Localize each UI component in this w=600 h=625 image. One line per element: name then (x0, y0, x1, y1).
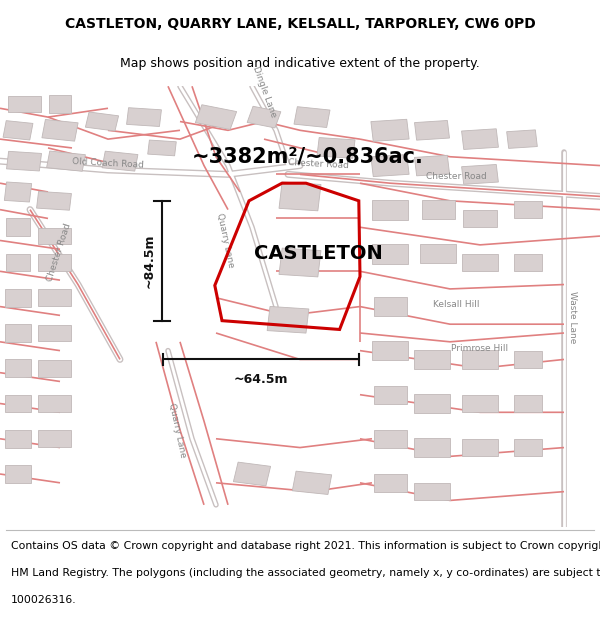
Bar (462, 350, 498, 369)
Text: ~64.5m: ~64.5m (234, 372, 288, 386)
Bar (374, 298, 407, 316)
Text: 100026316.: 100026316. (11, 594, 76, 604)
Text: Primrose Hill: Primrose Hill (451, 344, 509, 352)
Bar (374, 386, 407, 404)
Bar (421, 201, 455, 219)
Bar (279, 182, 321, 211)
Bar (148, 140, 176, 156)
Text: HM Land Registry. The polygons (including the associated geometry, namely x, y c: HM Land Registry. The polygons (includin… (11, 568, 600, 578)
Text: Waste Lane: Waste Lane (569, 291, 577, 344)
Bar (514, 254, 542, 271)
Bar (462, 254, 498, 271)
Bar (279, 248, 321, 277)
Bar (5, 359, 31, 377)
Bar (292, 471, 332, 494)
Bar (514, 201, 542, 218)
Bar (506, 130, 538, 148)
Bar (374, 430, 407, 447)
Text: Dingle Lane: Dingle Lane (251, 65, 277, 119)
Bar (371, 154, 409, 177)
Bar (127, 107, 161, 126)
Bar (461, 129, 499, 149)
Bar (42, 119, 78, 141)
Bar (5, 324, 31, 342)
Bar (37, 228, 71, 244)
Bar (5, 395, 31, 412)
Bar (372, 244, 408, 264)
Bar (462, 439, 498, 456)
Bar (372, 341, 408, 360)
Bar (37, 324, 71, 341)
Bar (420, 244, 456, 263)
Bar (371, 119, 409, 141)
Bar (37, 289, 71, 306)
Bar (37, 360, 71, 377)
Bar (372, 200, 408, 219)
Bar (415, 121, 449, 140)
Text: ~84.5m: ~84.5m (142, 234, 155, 288)
Bar (7, 151, 41, 171)
Text: Map shows position and indicative extent of the property.: Map shows position and indicative extent… (120, 58, 480, 71)
Bar (462, 395, 498, 412)
Bar (47, 151, 85, 171)
Bar (267, 306, 309, 333)
Bar (37, 395, 71, 412)
Bar (37, 191, 71, 210)
Bar (514, 395, 542, 412)
Bar (317, 138, 355, 158)
Bar (463, 209, 497, 227)
Bar (5, 465, 31, 482)
Text: Kelsall Hill: Kelsall Hill (433, 299, 479, 309)
Bar (414, 349, 450, 369)
Bar (7, 96, 41, 112)
Bar (6, 254, 30, 271)
Bar (414, 438, 450, 457)
Bar (233, 462, 271, 486)
Text: CASTLETON, QUARRY LANE, KELSALL, TARPORLEY, CW6 0PD: CASTLETON, QUARRY LANE, KELSALL, TARPORL… (65, 17, 535, 31)
Text: Contains OS data © Crown copyright and database right 2021. This information is : Contains OS data © Crown copyright and d… (11, 541, 600, 551)
Bar (5, 430, 31, 447)
Bar (414, 394, 450, 412)
Bar (247, 106, 281, 128)
Bar (514, 439, 542, 456)
Text: Quarry Lane: Quarry Lane (215, 213, 235, 269)
Text: ~3382m²/~0.836ac.: ~3382m²/~0.836ac. (192, 147, 424, 167)
Bar (461, 164, 499, 184)
Text: Chester Road: Chester Road (425, 172, 487, 181)
Bar (49, 94, 71, 113)
Bar (37, 431, 71, 447)
Text: CASTLETON: CASTLETON (254, 244, 382, 263)
Bar (3, 121, 33, 140)
Text: Chester Road: Chester Road (287, 158, 349, 170)
Bar (294, 107, 330, 128)
Bar (414, 482, 450, 501)
Bar (85, 112, 119, 131)
Text: Quarry Lane: Quarry Lane (167, 402, 187, 458)
Bar (6, 218, 30, 236)
Bar (5, 289, 31, 306)
Bar (37, 254, 71, 271)
Bar (4, 182, 32, 202)
Bar (196, 105, 236, 129)
Text: Old Coach Road: Old Coach Road (72, 157, 144, 170)
Bar (374, 474, 407, 492)
Text: Chester Road: Chester Road (45, 222, 73, 282)
Bar (102, 151, 138, 171)
Bar (415, 155, 449, 176)
Bar (514, 351, 542, 368)
